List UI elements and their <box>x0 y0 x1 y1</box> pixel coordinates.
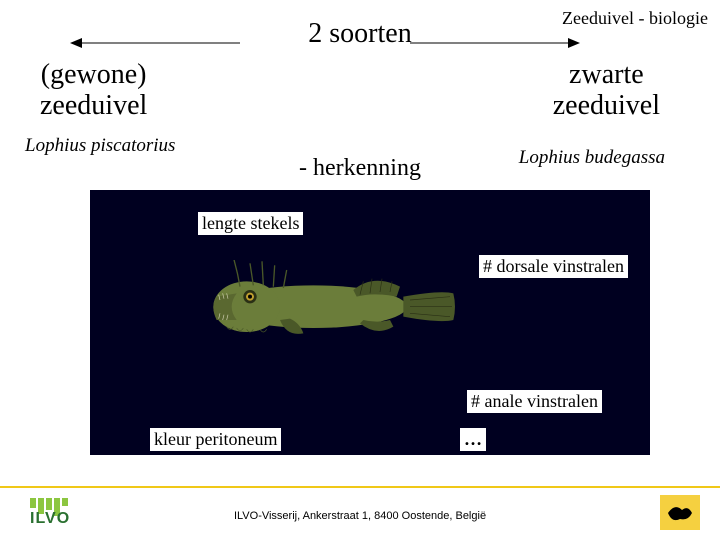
fish-illustration <box>150 260 530 340</box>
species-left-common1: (gewone) <box>40 60 147 91</box>
latin-left: Lophius piscatorius <box>25 135 175 157</box>
footer-address: ILVO-Visserij, Ankerstraat 1, 8400 Ooste… <box>234 510 486 522</box>
annotation-kleur: kleur peritoneum <box>150 428 281 451</box>
latin-right: Lophius budegassa <box>519 147 665 169</box>
herkenning-label: - herkenning <box>299 155 421 182</box>
species-right-common1: zwarte <box>553 60 660 91</box>
species-left-common2: zeeduivel <box>40 91 147 122</box>
annotation-anale: # anale vinstralen <box>467 390 602 413</box>
species-right-common2: zeeduivel <box>553 91 660 122</box>
page-header: Zeeduivel - biologie <box>562 8 708 29</box>
arrow-right-icon <box>410 35 580 51</box>
fish-illustration-box: lengte stekels # dorsale vinstralen # an… <box>90 190 650 455</box>
annotation-lengte-stekels: lengte stekels <box>198 212 303 235</box>
annotation-dorsale: # dorsale vinstralen <box>479 255 628 278</box>
annotation-ellipsis: … <box>460 428 486 451</box>
main-title: 2 soorten <box>308 18 411 50</box>
species-left-block: (gewone) zeeduivel <box>40 60 147 122</box>
species-right-block: zwarte zeeduivel <box>553 60 660 122</box>
footer-divider <box>0 486 720 488</box>
flanders-logo-icon <box>660 495 700 530</box>
arrow-left-icon <box>70 35 240 51</box>
ilvo-logo-text: ILVO <box>30 510 70 528</box>
